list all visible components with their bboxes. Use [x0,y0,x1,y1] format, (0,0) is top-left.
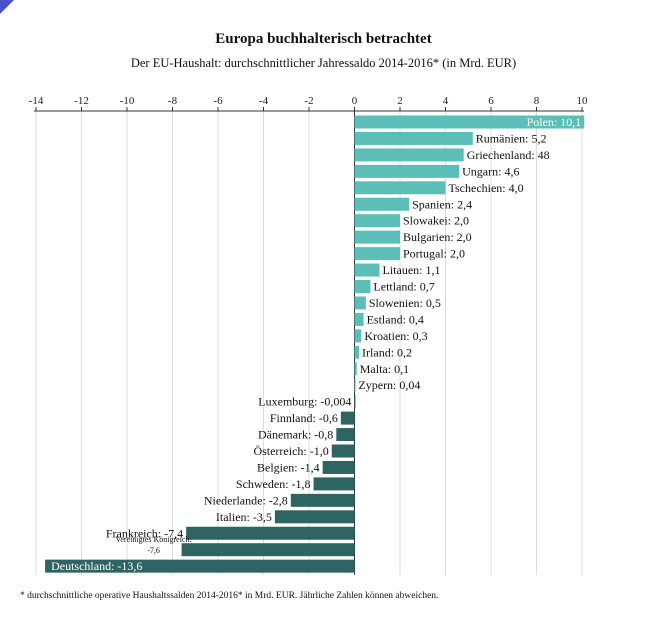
x-tick-label: 6 [488,95,494,107]
data-label: Deutschland: -13,6 [51,559,142,573]
x-tick-label: -8 [168,95,178,107]
bar [354,345,360,359]
bar [274,510,355,524]
data-label: Tschechien: 4,0 [449,181,524,195]
x-tick-label: -2 [304,95,313,107]
data-label: Estland: 0,4 [367,312,424,326]
data-label: Finnland: -0,6 [270,411,338,425]
data-label: Luxemburg: -0,004 [258,395,351,409]
bar [354,214,400,228]
bar [313,477,355,491]
data-label: Dänemark: -0,8 [258,428,333,442]
data-label: Schweden: -1,8 [236,477,311,491]
x-tick-label: -14 [29,95,44,107]
data-label: Frankreich: -7,4 [106,526,183,540]
bar [336,428,355,442]
x-tick-label: 0 [352,95,358,107]
x-tick-label: 2 [397,95,403,107]
bar [354,329,362,343]
bar [45,559,355,573]
data-label: Ungarn: 4,6 [462,164,519,178]
data-label: Malta: 0,1 [360,362,409,376]
data-label: Slowakei: 2,0 [403,214,469,228]
data-label: Lettland: 0,7 [373,280,434,294]
bar [186,526,355,540]
bar [354,181,446,195]
x-tick-label: 4 [443,95,449,107]
x-tick-label: -6 [213,95,223,107]
data-label: Slowenien: 0,5 [369,296,441,310]
bar [354,247,400,261]
bar [354,362,357,376]
bar [354,312,364,326]
data-label: Griechenland: 48 [467,148,550,162]
data-label: Portugal: 2,0 [403,247,465,261]
data-label: Rumänien: 5,2 [476,131,547,145]
x-tick-label: -12 [74,95,89,107]
data-label: Italien: -3,5 [216,510,272,524]
x-tick-label: -4 [259,95,269,107]
chart-subtitle: Der EU-Haushalt: durchschnittlicher Jahr… [130,56,517,70]
data-label: Österreich: -1,0 [253,444,328,458]
bar [354,378,356,392]
bar [354,230,400,244]
bar [354,280,371,293]
data-label: Bulgarien: 2,0 [403,230,472,244]
bar [354,395,356,409]
data-label: Irland: 0,2 [362,345,412,359]
footnote: * durchschnittliche operative Haushaltss… [20,591,439,601]
bar [322,460,355,474]
bar [354,197,410,211]
data-label: Kroatien: 0,3 [364,329,427,343]
data-label: Belgien: -1,4 [257,460,320,474]
data-label: Vereinigtes Königreich: -7,6 [115,535,191,555]
bar [354,164,460,178]
data-label: Polen: 10,1 [527,115,582,129]
bar [354,131,473,145]
x-tick-label: 10 [577,95,589,107]
x-tick-label: 8 [534,95,540,107]
bar [181,543,355,557]
data-label: Niederlande: -2,8 [204,493,288,507]
bar [340,411,355,425]
bar [290,493,355,507]
data-label: Spanien: 2,4 [412,197,472,211]
chart-title: Europa buchhalterisch betrachtet [215,31,432,47]
bar [354,263,380,277]
bar [331,444,355,458]
bar [354,148,464,162]
bar [354,296,366,310]
corner-marker [0,0,14,14]
data-label: Zypern: 0,04 [358,378,420,392]
data-label: Litauen: 1,1 [383,263,441,277]
bar [354,115,585,129]
x-tick-label: -10 [120,95,135,107]
